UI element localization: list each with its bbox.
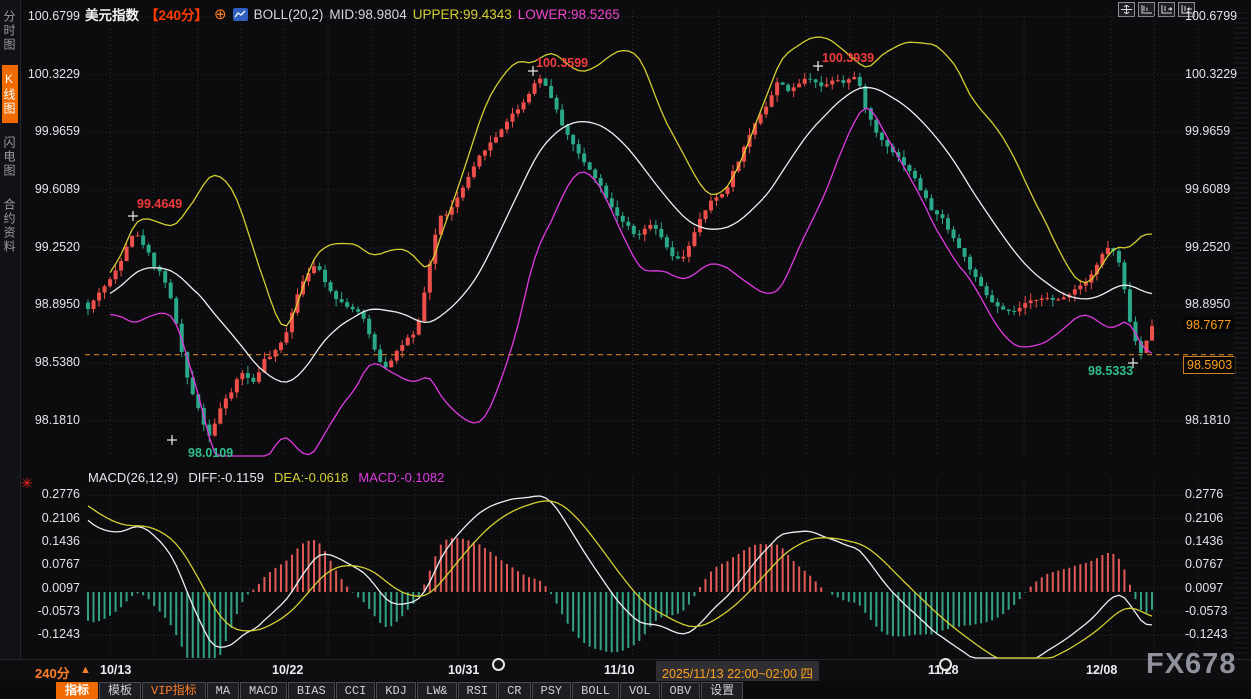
macd-axis-label-right: -0.1243 — [1185, 627, 1228, 642]
price-axis-label-right: 99.2520 — [1185, 239, 1231, 254]
crosshair-date-label: 2025/11/13 22:00~02:00 四 — [656, 661, 819, 684]
toolbar-button-vip-indicators[interactable]: VIP指标 — [142, 682, 206, 699]
time-axis-label: 10/22 — [272, 663, 304, 677]
toolbar-button-obv[interactable]: OBV — [660, 682, 701, 699]
boll-mid-value: MID:98.9804 — [329, 6, 407, 22]
pan-right-icon[interactable] — [1158, 2, 1175, 17]
price-axis-label-left: 98.1810 — [34, 412, 80, 427]
boll-upper-value: UPPER:99.4343 — [412, 6, 512, 22]
price-marker-low: 98.5333 — [1088, 364, 1134, 378]
price-axis-label-left: 100.6799 — [27, 9, 80, 23]
toolbar-button-kdj[interactable]: KDJ — [376, 682, 416, 699]
compress-x-icon[interactable] — [1138, 2, 1155, 17]
macd-axis-label-right: 0.2106 — [1185, 510, 1224, 525]
macd-hist-value: MACD:-0.1082 — [358, 470, 445, 485]
price-axis-label-left: 99.9659 — [34, 124, 80, 139]
sidebar: 分时图 K线图闪电图合约资料 — [0, 0, 21, 660]
toolbar-button-cr[interactable]: CR — [498, 682, 531, 699]
macd-axis-label-right: -0.0573 — [1185, 603, 1228, 618]
macd-axis-label-right: 0.2776 — [1185, 487, 1224, 502]
mini-chart-icon[interactable] — [232, 7, 248, 21]
price-axis-label-right: 100.6799 — [1185, 9, 1238, 23]
price-axis-label-right: 98.1810 — [1185, 412, 1231, 427]
watermark: FX678 — [1146, 648, 1237, 680]
ref-level-badge: 98.5903 — [1183, 355, 1237, 374]
toolbar-button-lw[interactable]: LW& — [416, 682, 457, 699]
time-axis-label: 10/13 — [100, 663, 132, 677]
timeframe-label[interactable]: 240分 — [35, 666, 70, 681]
timeframe-arrow-icon[interactable]: ▲ — [80, 664, 91, 676]
macd-params: MACD(26,12,9) — [88, 470, 179, 485]
toolbar-button-settings[interactable]: 设置 — [701, 682, 744, 699]
sidebar-item-time-chart[interactable]: 分时图 — [2, 10, 16, 52]
price-marker-high: 99.4649 — [137, 197, 183, 211]
add-indicator-icon[interactable]: ⊕ — [214, 5, 227, 23]
macd-axis-label-left: 0.2106 — [41, 510, 80, 525]
price-axis-label-left: 100.3229 — [27, 66, 80, 81]
right-edge-strip[interactable] — [1234, 12, 1248, 657]
bottom-toolbar: 指标 模板 VIP指标 MA MACD BIAS CCI KDJ LW& RSI CR PSY BOLL… — [0, 681, 1251, 699]
toolbar-button-cci[interactable]: CCI — [335, 682, 376, 699]
alert-icon[interactable]: ✳ — [21, 475, 33, 491]
price-axis-label-left: 99.2520 — [34, 239, 80, 254]
sidebar-item-kline-chart[interactable]: K线图 — [2, 65, 18, 123]
last-price-badge: 98.7677 — [1183, 317, 1235, 333]
toolbar-button-psy[interactable]: PSY — [531, 682, 572, 699]
macd-axis-label-right: 0.1436 — [1185, 534, 1224, 549]
macd-axis-label-right: 0.0097 — [1185, 580, 1224, 595]
macd-axis-label-left: -0.0573 — [37, 603, 80, 618]
price-marker-high: 100.3599 — [536, 56, 589, 70]
macd-diff-value: DIFF:-0.1159 — [188, 470, 264, 485]
sidebar-item-contract-info[interactable]: 合约资料 — [2, 198, 16, 254]
time-axis: 240分 ▲ 2025/11/13 22:00~02:00 四 10/13 10/… — [0, 658, 1251, 684]
macd-axis-label-left: 0.2776 — [41, 487, 80, 502]
toolbar-button-vol[interactable]: VOL — [619, 682, 660, 699]
time-range-handle[interactable] — [939, 658, 952, 671]
time-axis-label: 10/31 — [448, 663, 480, 677]
toolbar-button-macd[interactable]: MACD — [240, 682, 287, 699]
toolbar-button-indicators[interactable]: 指标 — [56, 682, 99, 699]
time-axis-label: 11/10 — [604, 663, 635, 677]
price-axis-label-left: 98.5380 — [34, 355, 80, 370]
toolbar-button-ma[interactable]: MA — [206, 682, 240, 699]
toolbar-button-rsi[interactable]: RSI — [457, 682, 498, 699]
price-marker-high: 100.3939 — [822, 51, 875, 65]
macd-axis-label-left: -0.1243 — [37, 627, 80, 642]
macd-axis-label-left: 0.0097 — [41, 580, 80, 595]
price-axis-label-left: 99.6089 — [34, 182, 80, 197]
boll-params: BOLL(20,2) — [253, 6, 324, 22]
chart-header: 美元指数 【240分】 ⊕ BOLL(20,2) MID:98.9804 UPP… — [85, 4, 620, 24]
toolbar-button-bias[interactable]: BIAS — [287, 682, 335, 699]
period-label: 【240分】 — [145, 8, 209, 23]
macd-axis-label-right: 0.0767 — [1185, 557, 1224, 572]
price-axis-label-right: 99.6089 — [1185, 182, 1231, 197]
price-marker-low: 98.0109 — [188, 446, 234, 460]
chart-tool-icons — [1118, 2, 1195, 17]
toolbar-button-boll[interactable]: BOLL — [572, 682, 619, 699]
macd-header: MACD(26,12,9) DIFF:-0.1159 DEA:-0.0618 M… — [88, 470, 444, 485]
toolbar-button-templates[interactable]: 模板 — [99, 682, 142, 699]
symbol-title: 美元指数 — [85, 8, 139, 23]
sidebar-item-flash-chart[interactable]: 闪电图 — [2, 136, 16, 178]
macd-axis-label-left: 0.0767 — [41, 557, 80, 572]
price-axis-label-right: 99.9659 — [1185, 124, 1231, 139]
macd-dea-value: DEA:-0.0618 — [273, 470, 349, 485]
price-axis-label-right: 98.8950 — [1185, 297, 1231, 312]
time-range-handle[interactable] — [492, 658, 505, 671]
price-axis-label-right: 100.3229 — [1185, 66, 1238, 81]
boll-lower-value: LOWER:98.5265 — [517, 6, 620, 22]
macd-axis-label-left: 0.1436 — [41, 534, 80, 549]
price-axis-label-left: 98.8950 — [34, 297, 80, 312]
pan-icon[interactable] — [1118, 2, 1135, 17]
time-axis-label: 12/08 — [1086, 663, 1118, 677]
